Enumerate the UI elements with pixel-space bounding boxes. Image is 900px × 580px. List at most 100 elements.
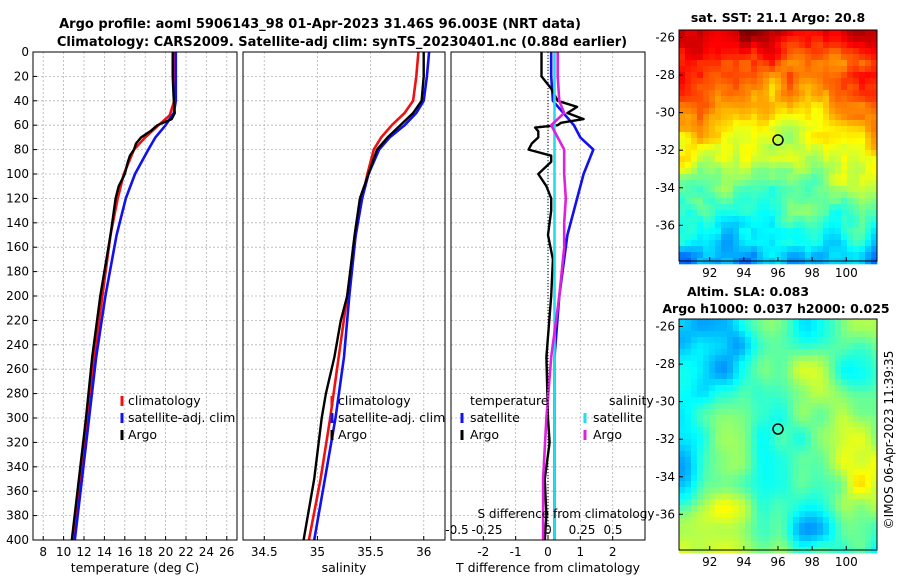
sla_map-heatmap-cell bbox=[781, 373, 788, 380]
sla_map-heatmap-cell bbox=[775, 493, 782, 500]
sla_map-heatmap-cell bbox=[841, 487, 848, 494]
salinity-legend-label: Argo bbox=[338, 427, 367, 442]
sst_map-heatmap-cell bbox=[841, 204, 848, 211]
sla_map-heatmap-cell bbox=[811, 505, 818, 512]
sst_map-heatmap-cell bbox=[823, 204, 830, 211]
sst_map-heatmap-cell bbox=[859, 54, 866, 61]
sst_map-heatmap-cell bbox=[793, 114, 800, 121]
sla_map-heatmap-cell bbox=[709, 451, 716, 458]
sst_map-heatmap-cell bbox=[685, 168, 692, 175]
sla_map-heatmap-cell bbox=[835, 541, 842, 548]
sla_map-heatmap-cell bbox=[793, 403, 800, 410]
sst_map-heatmap-cell bbox=[715, 96, 722, 103]
sla_map-heatmap-cell bbox=[757, 373, 764, 380]
sla_map-heatmap-cell bbox=[709, 331, 716, 338]
sst_map-heatmap-cell bbox=[721, 216, 728, 223]
sla_map-heatmap-cell bbox=[691, 355, 698, 362]
sst_map-heatmap-cell bbox=[829, 210, 836, 217]
sla_map-heatmap-cell bbox=[709, 445, 716, 452]
sst_map-heatmap-cell bbox=[685, 246, 692, 253]
sst_map-heatmap-cell bbox=[703, 120, 710, 127]
sst_map-heatmap-cell bbox=[709, 138, 716, 145]
sla_map-heatmap-cell bbox=[853, 439, 860, 446]
sst_map-heatmap-cell bbox=[817, 162, 824, 169]
sst_map-heatmap-cell bbox=[721, 150, 728, 157]
sla_map-heatmap-cell bbox=[829, 505, 836, 512]
sst_map-heatmap-cell bbox=[751, 60, 758, 67]
sst_map-heatmap-cell bbox=[829, 252, 836, 259]
sla_map-heatmap-cell bbox=[847, 457, 854, 464]
sst_map-heatmap-cell bbox=[805, 168, 812, 175]
sla_map-heatmap-cell bbox=[799, 409, 806, 416]
sst_map-heatmap-cell bbox=[697, 150, 704, 157]
sst_map-heatmap-cell bbox=[871, 204, 878, 211]
sla_map-heatmap-cell bbox=[769, 397, 776, 404]
sst_map-heatmap-cell bbox=[853, 114, 860, 121]
sla_map-heatmap-cell bbox=[835, 337, 842, 344]
sla_map-heatmap-cell bbox=[685, 427, 692, 434]
sla_map-heatmap-cell bbox=[757, 403, 764, 410]
sst_map-heatmap-cell bbox=[793, 240, 800, 247]
sst_map-heatmap-cell bbox=[805, 30, 812, 37]
sst_map-heatmap-cell bbox=[811, 78, 818, 85]
sst_map-heatmap-cell bbox=[859, 198, 866, 205]
sla_map-heatmap-cell bbox=[763, 541, 770, 548]
sst_map-heatmap-cell bbox=[709, 216, 716, 223]
sst_map-heatmap-cell bbox=[799, 174, 806, 181]
sst_map-heatmap-cell bbox=[871, 54, 878, 61]
sst_map-heatmap-cell bbox=[685, 228, 692, 235]
sst_map-heatmap-cell bbox=[787, 78, 794, 85]
sla_map-heatmap-cell bbox=[799, 541, 806, 548]
sla_map-heatmap-cell bbox=[709, 325, 716, 332]
sla_map-heatmap-cell bbox=[847, 397, 854, 404]
sla_map-heatmap-cell bbox=[787, 319, 794, 326]
sla_map-heatmap-cell bbox=[787, 517, 794, 524]
sla_map-heatmap-cell bbox=[757, 355, 764, 362]
sst_map-heatmap-cell bbox=[739, 228, 746, 235]
sst_map-heatmap-cell bbox=[793, 90, 800, 97]
sla_map-heatmap-cell bbox=[745, 475, 752, 482]
sla_map-heatmap-cell bbox=[763, 403, 770, 410]
sst_map-heatmap-cell bbox=[691, 210, 698, 217]
sla_map-heatmap-cell bbox=[823, 481, 830, 488]
sst_map-heatmap-cell bbox=[691, 120, 698, 127]
sla_map-heatmap-cell bbox=[727, 355, 734, 362]
sla_map-heatmap-cell bbox=[685, 511, 692, 518]
sst_map-heatmap-cell bbox=[763, 228, 770, 235]
sla_map-heatmap-cell bbox=[745, 487, 752, 494]
sla_map-heatmap-cell bbox=[847, 487, 854, 494]
sla_map-heatmap-cell bbox=[835, 517, 842, 524]
sla_map-heatmap-cell bbox=[835, 415, 842, 422]
sla_map-heatmap-cell bbox=[787, 331, 794, 338]
sst_map-heatmap-cell bbox=[733, 234, 740, 241]
sst_map-heatmap-cell bbox=[865, 84, 872, 91]
sla_map-heatmap-cell bbox=[787, 535, 794, 542]
sla_map-heatmap-cell bbox=[841, 319, 848, 326]
sst_map-heatmap-cell bbox=[817, 66, 824, 73]
sla_map-heatmap-cell bbox=[781, 337, 788, 344]
sla_map-heatmap-cell bbox=[829, 379, 836, 386]
sla_map-heatmap-cell bbox=[793, 463, 800, 470]
sst_map-heatmap-cell bbox=[853, 180, 860, 187]
sla_map-heatmap-cell bbox=[739, 415, 746, 422]
sst_map-heatmap-cell bbox=[745, 228, 752, 235]
sst_map-heatmap-cell bbox=[733, 144, 740, 151]
sla_map-heatmap-cell bbox=[739, 475, 746, 482]
sla_map-heatmap-cell bbox=[835, 379, 842, 386]
sst_map-heatmap-cell bbox=[745, 108, 752, 115]
sla_map-heatmap-cell bbox=[715, 541, 722, 548]
difference-legend-salinity-label: Argo bbox=[593, 427, 622, 442]
sst_map-heatmap-cell bbox=[859, 120, 866, 127]
sst_map-heatmap-cell bbox=[841, 36, 848, 43]
sla_map-heatmap-cell bbox=[865, 427, 872, 434]
sla_map-heatmap-cell bbox=[853, 361, 860, 368]
sst_map-heatmap-cell bbox=[709, 96, 716, 103]
sst_map-heatmap-cell bbox=[799, 78, 806, 85]
sst_map-heatmap-cell bbox=[691, 108, 698, 115]
sst_map-heatmap-cell bbox=[793, 108, 800, 115]
sla_map-heatmap-cell bbox=[829, 337, 836, 344]
sst_map-heatmap-cell bbox=[739, 126, 746, 133]
sla_map-heatmap-cell bbox=[757, 463, 764, 470]
sst_map-heatmap-cell bbox=[805, 84, 812, 91]
sla_map-heatmap-cell bbox=[859, 445, 866, 452]
